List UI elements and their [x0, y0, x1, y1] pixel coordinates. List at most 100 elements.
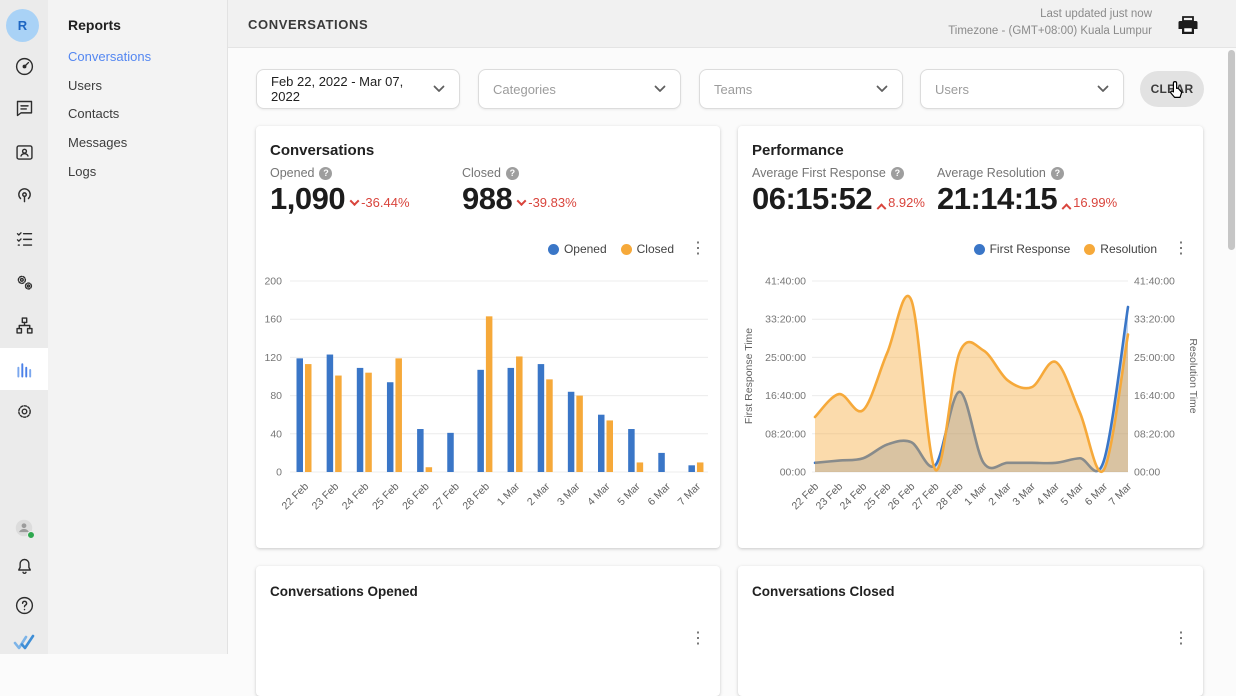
card-title: Conversations Closed [752, 584, 895, 599]
contacts-icon[interactable] [0, 132, 48, 172]
svg-text:3 Mar: 3 Mar [555, 480, 583, 508]
chevron-down-icon [433, 85, 445, 92]
chevron-down-icon [876, 85, 888, 92]
svg-text:1 Mar: 1 Mar [495, 480, 523, 508]
reports-icon[interactable] [0, 348, 48, 390]
svg-text:7 Mar: 7 Mar [676, 480, 704, 508]
svg-text:41:40:00: 41:40:00 [1134, 276, 1175, 288]
svg-text:1 Mar: 1 Mar [962, 480, 990, 508]
date-range-dropdown[interactable]: Feb 22, 2022 - Mar 07, 2022 [256, 69, 460, 109]
broadcast-icon[interactable] [0, 175, 48, 215]
svg-text:4 Mar: 4 Mar [1034, 480, 1062, 508]
legend-item-resolution[interactable]: Resolution [1084, 242, 1157, 256]
metric-value: 1,090 [270, 181, 346, 216]
help-tooltip-icon[interactable]: ? [1050, 166, 1064, 180]
last-updated-text: Last updated just now [1040, 8, 1152, 20]
chart-menu-icon[interactable]: ⋮ [690, 630, 706, 647]
svg-text:22 Feb: 22 Feb [280, 481, 312, 513]
messages-icon[interactable] [0, 88, 48, 128]
legend-item-closed[interactable]: Closed [620, 242, 674, 256]
dashboard-icon[interactable] [0, 46, 48, 86]
date-range-value: Feb 22, 2022 - Mar 07, 2022 [271, 74, 404, 104]
trend-arrow-icon [876, 202, 887, 213]
chart-legend: Opened Closed ⋮ [547, 240, 708, 257]
metric-avg-first-response: Average First Response? 06:15:52 8.92% [752, 166, 925, 216]
legend-dot [1084, 243, 1096, 255]
metric-avg-resolution: Average Resolution? 21:14:15 16.99% [937, 166, 1117, 216]
svg-text:0: 0 [276, 467, 282, 479]
trend-arrow-icon [349, 196, 360, 207]
workflows-icon[interactable] [0, 305, 48, 345]
sidebar-item-messages[interactable]: Messages [68, 135, 128, 150]
chart-menu-icon[interactable]: ⋮ [690, 240, 706, 257]
svg-text:5 Mar: 5 Mar [615, 480, 643, 508]
panel-title: Reports [68, 17, 121, 33]
sidebar-item-conversations[interactable]: Conversations [68, 49, 152, 64]
svg-text:4 Mar: 4 Mar [585, 480, 613, 508]
metric-label: Opened [270, 166, 315, 180]
svg-text:40: 40 [270, 428, 282, 440]
user-status-icon[interactable] [0, 508, 48, 548]
legend-item-first-response[interactable]: First Response [973, 242, 1070, 256]
legend-dot [973, 243, 985, 255]
sidebar-item-logs[interactable]: Logs [68, 164, 97, 179]
chevron-down-icon [1097, 85, 1109, 92]
top-bar: CONVERSATIONS Last updated just now Time… [228, 0, 1236, 48]
card-title: Conversations Opened [270, 584, 418, 599]
workspace-avatar[interactable]: R [6, 9, 39, 42]
teams-dropdown[interactable]: Teams [699, 69, 903, 109]
trend-arrow-icon [516, 196, 527, 207]
settings-icon[interactable] [0, 391, 48, 431]
svg-text:Resolution Time: Resolution Time [1187, 338, 1199, 413]
metric-value: 21:14:15 [937, 181, 1058, 216]
svg-text:33:20:00: 33:20:00 [1134, 314, 1175, 326]
automation-gears-icon[interactable] [0, 262, 48, 302]
help-tooltip-icon[interactable]: ? [319, 166, 333, 180]
sidebar-item-users[interactable]: Users [68, 78, 102, 93]
vertical-scrollbar-thumb[interactable] [1228, 50, 1235, 250]
svg-text:33:20:00: 33:20:00 [765, 314, 806, 326]
teams-placeholder: Teams [714, 81, 753, 97]
metric-delta: 16.99% [1073, 195, 1118, 210]
categories-dropdown[interactable]: Categories [478, 69, 681, 109]
online-status-dot [27, 531, 35, 539]
metric-label: Closed [462, 166, 501, 180]
chart-menu-icon[interactable]: ⋮ [1173, 240, 1189, 257]
legend-dot [547, 243, 559, 255]
svg-text:5 Mar: 5 Mar [1059, 480, 1087, 508]
svg-text:3 Mar: 3 Mar [1010, 480, 1038, 508]
svg-text:80: 80 [270, 390, 282, 402]
help-tooltip-icon[interactable]: ? [890, 166, 904, 180]
legend-item-opened[interactable]: Opened [547, 242, 607, 256]
chart-menu-icon[interactable]: ⋮ [1173, 630, 1189, 647]
conversations-opened-card: Conversations Opened ⋮ [256, 566, 720, 696]
svg-text:16:40:00: 16:40:00 [1134, 390, 1175, 402]
chevron-down-icon [654, 85, 666, 92]
svg-text:26 Feb: 26 Feb [400, 481, 432, 513]
page-title: CONVERSATIONS [248, 17, 369, 32]
sidebar-item-contacts[interactable]: Contacts [68, 106, 120, 121]
help-tooltip-icon[interactable]: ? [505, 166, 519, 180]
clear-filters-button[interactable]: CLEAR [1140, 71, 1204, 107]
print-icon[interactable] [1176, 14, 1200, 38]
card-title: Performance [752, 142, 844, 159]
icon-rail: R [0, 0, 48, 654]
svg-text:200: 200 [264, 276, 282, 288]
card-title: Conversations [270, 142, 375, 159]
svg-text:00:00: 00:00 [780, 467, 806, 479]
performance-card: Performance Average First Response? 06:1… [738, 126, 1203, 548]
reports-nav-panel: Reports Conversations Users Contacts Mes… [48, 0, 228, 654]
svg-text:25 Feb: 25 Feb [370, 481, 402, 513]
users-placeholder: Users [935, 81, 969, 97]
svg-text:00:00: 00:00 [1134, 467, 1160, 479]
help-icon[interactable] [0, 585, 48, 625]
conversations-closed-card: Conversations Closed ⋮ [738, 566, 1203, 696]
svg-text:First Response Time: First Response Time [743, 328, 755, 424]
checklist-icon[interactable] [0, 218, 48, 258]
metric-value: 06:15:52 [752, 181, 873, 216]
users-dropdown[interactable]: Users [920, 69, 1124, 109]
notifications-bell-icon[interactable] [0, 546, 48, 586]
performance-area-chart: 00:00 00:00 08:20:00 08:20:00 16:40:00 16:40:… [743, 276, 1199, 513]
metric-delta: -36.44% [361, 195, 410, 210]
